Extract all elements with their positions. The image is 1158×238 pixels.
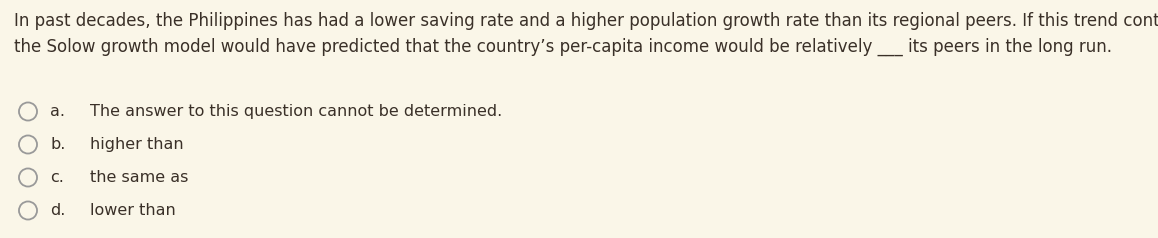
Text: d.: d. <box>50 203 65 218</box>
Text: b.: b. <box>50 137 65 152</box>
Text: lower than: lower than <box>90 203 176 218</box>
Text: In past decades, the Philippines has had a lower saving rate and a higher popula: In past decades, the Philippines has had… <box>14 12 1158 30</box>
Text: a.: a. <box>50 104 65 119</box>
Text: c.: c. <box>50 170 64 185</box>
Text: the Solow growth model would have predicted that the country’s per-capita income: the Solow growth model would have predic… <box>14 38 1112 56</box>
Text: the same as: the same as <box>90 170 189 185</box>
Text: higher than: higher than <box>90 137 184 152</box>
Text: The answer to this question cannot be determined.: The answer to this question cannot be de… <box>90 104 503 119</box>
